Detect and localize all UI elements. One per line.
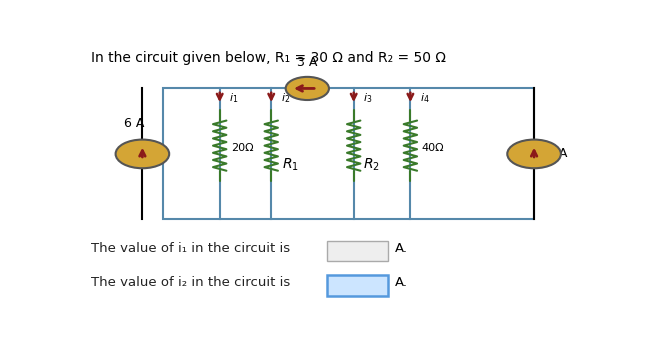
- Text: A.: A.: [395, 276, 408, 289]
- Text: $i_1$: $i_1$: [229, 91, 238, 105]
- Text: $R_1$: $R_1$: [281, 157, 299, 173]
- Text: 40Ω: 40Ω: [422, 144, 444, 153]
- Text: $i_4$: $i_4$: [420, 91, 430, 105]
- Text: 3 A: 3 A: [297, 55, 317, 69]
- Circle shape: [507, 140, 561, 168]
- Text: 2 A: 2 A: [547, 147, 567, 160]
- Text: $R_2$: $R_2$: [363, 157, 380, 173]
- Circle shape: [286, 77, 329, 100]
- Text: The value of i₁ in the circuit is: The value of i₁ in the circuit is: [91, 242, 290, 255]
- Text: A.: A.: [395, 242, 408, 255]
- Text: $i_3$: $i_3$: [363, 91, 372, 105]
- Bar: [163, 88, 534, 219]
- FancyBboxPatch shape: [327, 241, 388, 261]
- Text: The value of i₂ in the circuit is: The value of i₂ in the circuit is: [91, 276, 290, 289]
- FancyBboxPatch shape: [327, 275, 388, 296]
- Text: 6 A: 6 A: [124, 117, 145, 130]
- Text: In the circuit given below, R₁ = 30 Ω and R₂ = 50 Ω: In the circuit given below, R₁ = 30 Ω an…: [91, 51, 446, 65]
- Text: 20Ω: 20Ω: [231, 144, 253, 153]
- Circle shape: [116, 140, 169, 168]
- Text: $i_2$: $i_2$: [281, 91, 290, 105]
